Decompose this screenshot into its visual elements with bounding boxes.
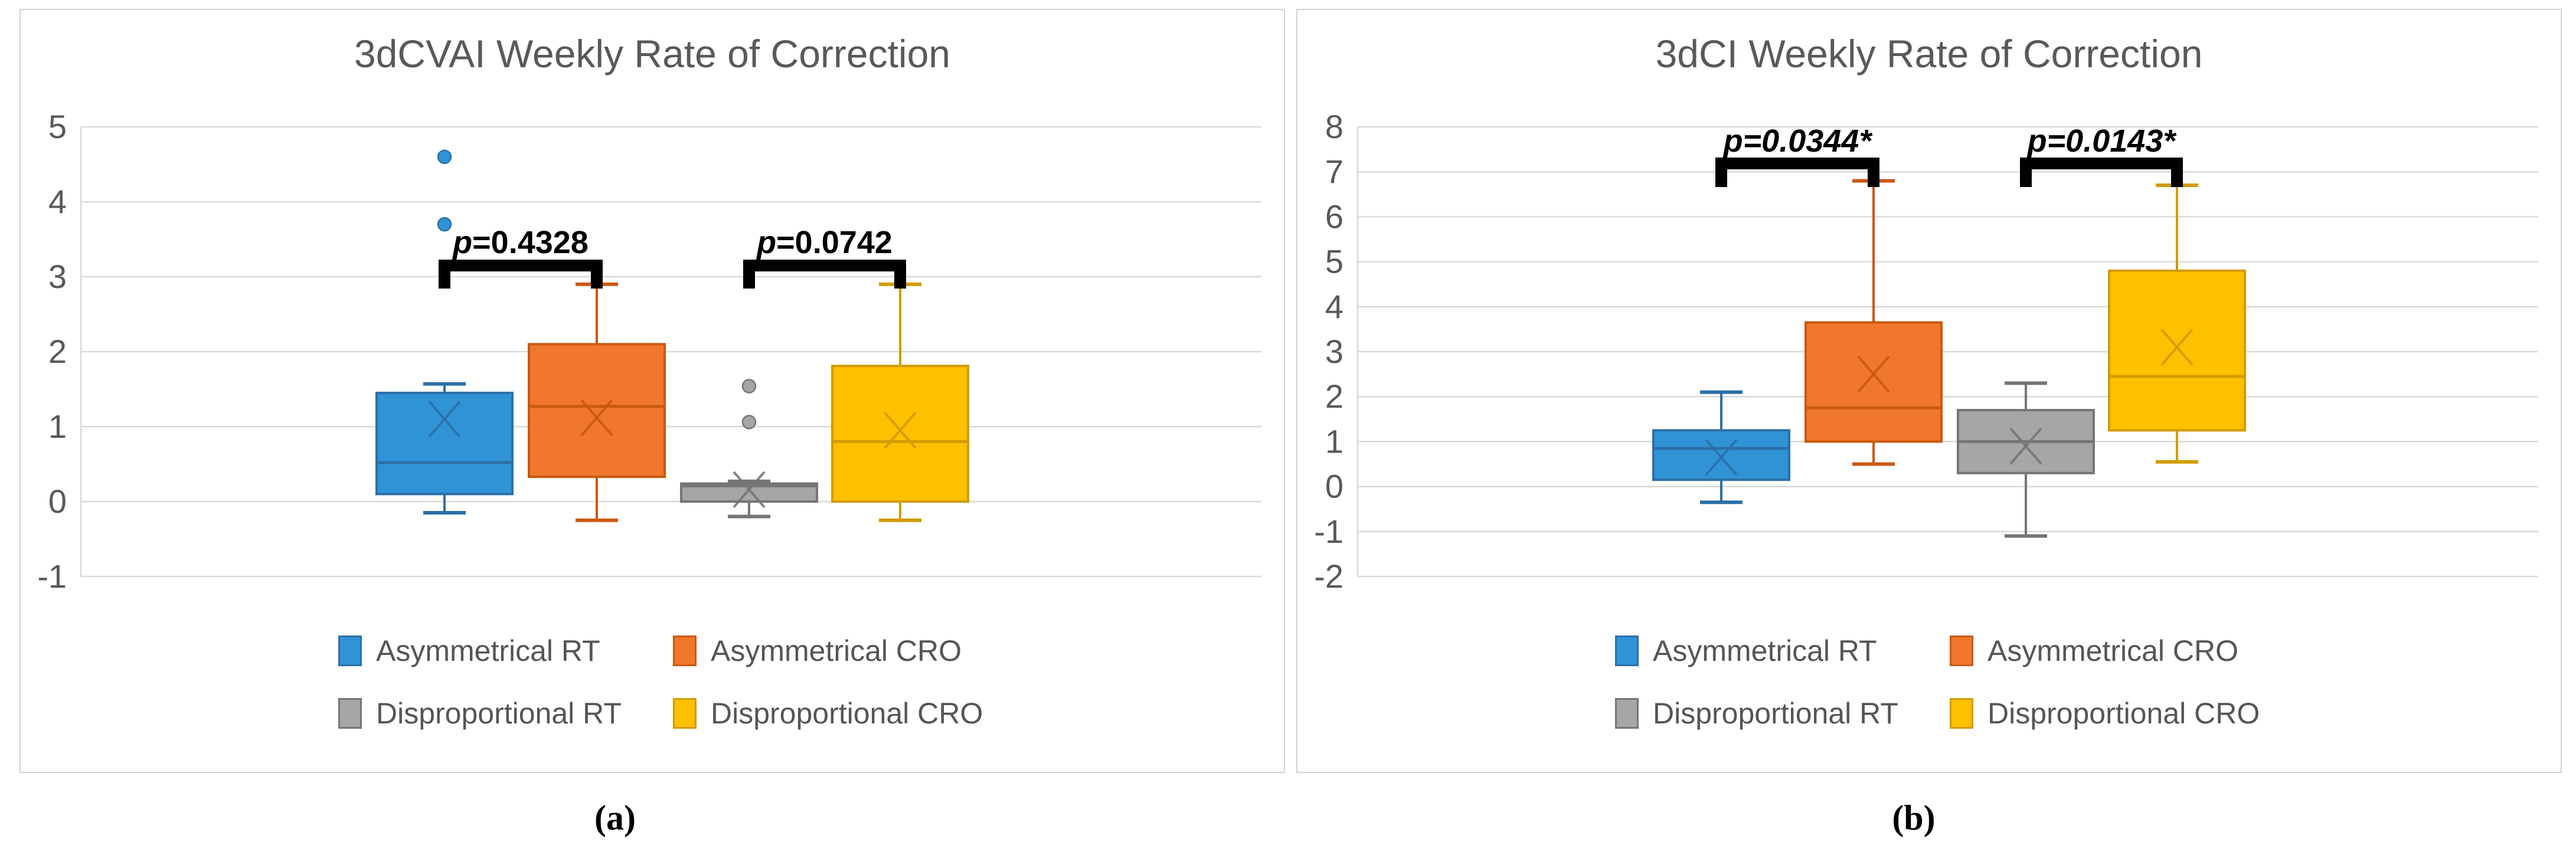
y-tick-label: -2 bbox=[1314, 558, 1343, 595]
y-tick-label: 2 bbox=[48, 333, 67, 370]
boxplot-ci: 8 7 6 5 4 3 2 1 0 -1 -2 p=0.0344* p=0.0143* bbox=[1314, 108, 2538, 595]
mean-x-marker bbox=[2009, 427, 2042, 465]
y-tick-label: 1 bbox=[48, 408, 67, 445]
p-value-label: p=0.0143* bbox=[2026, 123, 2178, 159]
chart-panel-cvai: 3dCVAI Weekly Rate of Correction 5 4 3 2 1 0 -… bbox=[19, 9, 1285, 773]
y-tick-label: 4 bbox=[1325, 288, 1343, 325]
box bbox=[2108, 269, 2246, 432]
mean-x-marker bbox=[733, 471, 766, 508]
y-tick-label: 7 bbox=[1325, 153, 1343, 190]
p-value-label: p=0.4328 bbox=[452, 225, 589, 260]
y-tick-label: 3 bbox=[48, 258, 67, 295]
p-value-label: p=0.0344* bbox=[1722, 123, 1874, 159]
significance-bracket bbox=[1715, 158, 1879, 187]
significance-bracket bbox=[2020, 158, 2183, 187]
y-tick-label: -1 bbox=[1314, 513, 1343, 550]
y-tick-label: 0 bbox=[1325, 468, 1343, 505]
y-tick-label: 1 bbox=[1325, 422, 1343, 460]
outlier-point bbox=[741, 415, 757, 430]
y-tick-label: 3 bbox=[1325, 333, 1343, 370]
mean-x-marker bbox=[2160, 329, 2193, 366]
outlier-point bbox=[437, 217, 452, 232]
chart-panel-ci: 3dCI Weekly Rate of Correction 8 7 6 5 4 3 2 1 0… bbox=[1296, 9, 2562, 773]
outlier-point bbox=[741, 379, 757, 394]
mean-x-marker bbox=[884, 412, 917, 449]
mean-x-marker bbox=[1857, 355, 1890, 393]
y-tick-label: 5 bbox=[48, 108, 67, 145]
significance-bracket bbox=[743, 260, 906, 289]
box bbox=[831, 365, 969, 503]
outlier-point bbox=[437, 149, 452, 165]
y-tick-label: 8 bbox=[1325, 108, 1343, 145]
y-tick-label: 4 bbox=[48, 183, 67, 220]
y-tick-label: 2 bbox=[1325, 378, 1343, 415]
chart-title-ci: 3dCI Weekly Rate of Correction bbox=[1655, 32, 2203, 76]
box bbox=[1804, 321, 1943, 443]
y-tick-label: 0 bbox=[48, 483, 67, 520]
p-value-label: p=0.0742 bbox=[756, 225, 893, 260]
chart-title-cvai: 3dCVAI Weekly Rate of Correction bbox=[354, 32, 950, 76]
caption-b: (b) bbox=[1892, 798, 1936, 837]
y-tick-label: 6 bbox=[1325, 198, 1343, 235]
box bbox=[1652, 429, 1790, 481]
mean-x-marker bbox=[580, 399, 613, 437]
significance-bracket bbox=[439, 260, 603, 289]
mean-x-marker bbox=[428, 400, 461, 438]
y-tick-label: -1 bbox=[37, 558, 67, 595]
y-tick-label: 5 bbox=[1325, 243, 1343, 280]
mean-x-marker bbox=[1705, 438, 1738, 476]
caption-a: (a) bbox=[594, 798, 636, 837]
box bbox=[375, 391, 514, 496]
boxplot-cvai: 5 4 3 2 1 0 -1 p=0.4328 p=0.0742 bbox=[37, 108, 1261, 595]
box bbox=[528, 343, 666, 479]
